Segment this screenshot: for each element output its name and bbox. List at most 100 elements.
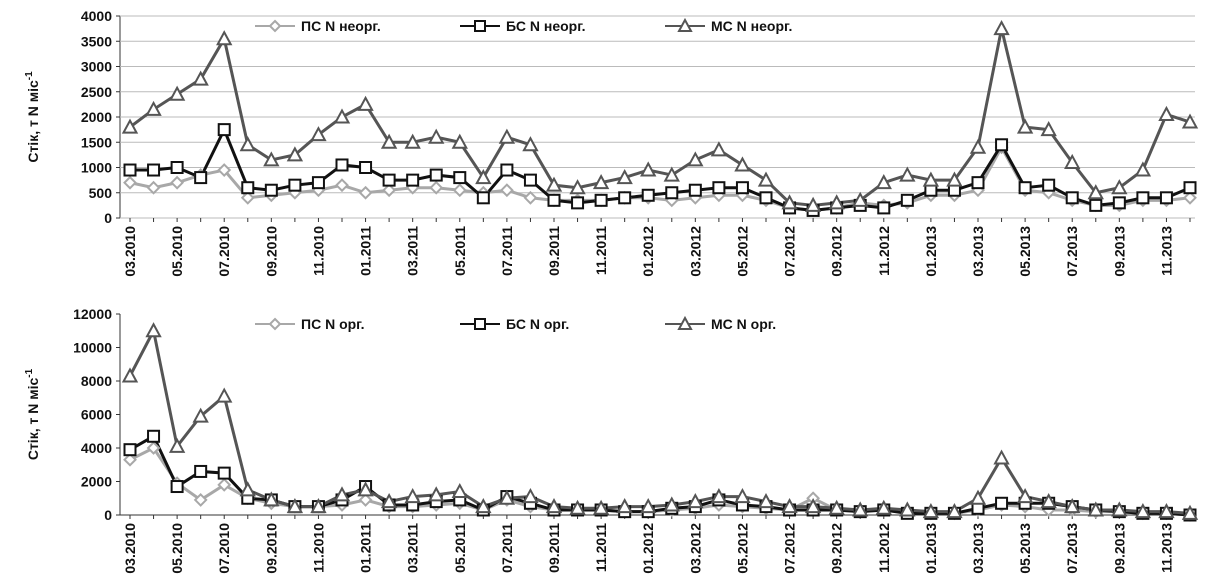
- x-tick-label: 11.2013: [1158, 226, 1174, 276]
- marker-triangle: [993, 449, 1010, 465]
- x-tick-label: 03.2013: [970, 523, 986, 574]
- marker-square: [1136, 191, 1150, 205]
- legend-label: БС N орг.: [506, 316, 569, 332]
- marker-triangle: [310, 126, 327, 142]
- x-tick-label: 05.2010: [169, 226, 185, 277]
- series-line: [128, 326, 1191, 515]
- marker-triangle: [263, 151, 280, 167]
- marker-triangle: [852, 191, 869, 207]
- marker-triangle: [286, 498, 304, 514]
- marker-diamond: [429, 180, 444, 195]
- marker-triangle: [640, 498, 657, 514]
- marker-triangle: [286, 146, 304, 162]
- marker-triangle: [357, 95, 374, 111]
- marker-triangle: [616, 169, 633, 185]
- marker-triangle: [804, 498, 822, 514]
- marker-triangle: [121, 118, 139, 134]
- x-tick-label: 05.2013: [1017, 523, 1033, 574]
- marker-triangle: [192, 407, 209, 423]
- x-tick-label: 07.2013: [1064, 226, 1080, 277]
- marker-diamond: [146, 441, 161, 455]
- marker-triangle: [145, 100, 162, 116]
- marker-triangle: [428, 128, 445, 144]
- x-tick-label: 03.2012: [687, 523, 703, 574]
- legend-label: ПС N неорг.: [301, 18, 381, 34]
- marker-triangle: [145, 322, 162, 338]
- marker-triangle: [1181, 113, 1199, 129]
- y-tick-label: 3000: [81, 59, 112, 75]
- marker-square: [735, 181, 749, 195]
- marker-square: [453, 171, 467, 185]
- marker-triangle: [121, 367, 139, 383]
- marker-diamond: [1183, 190, 1197, 205]
- marker-triangle: [1158, 105, 1175, 121]
- x-tick-label: 05.2011: [452, 523, 468, 573]
- legend-label: ПС N орг.: [301, 316, 365, 332]
- x-tick-label: 05.2011: [452, 226, 468, 276]
- x-tick-label: 03.2011: [405, 523, 421, 573]
- legend-marker: [677, 17, 693, 32]
- marker-triangle: [404, 487, 421, 504]
- marker-triangle: [1111, 501, 1128, 517]
- legend-marker: [268, 317, 282, 331]
- marker-square: [1065, 191, 1079, 205]
- legend-marker: [268, 19, 282, 33]
- marker-triangle: [828, 194, 845, 210]
- marker-square: [641, 188, 655, 202]
- x-tick-label: 01.2012: [640, 226, 656, 277]
- marker-triangle: [969, 489, 987, 505]
- y-axis-label: Стік, т N міс-1: [24, 368, 41, 460]
- marker-triangle: [333, 486, 351, 502]
- y-tick-label: 4000: [81, 440, 112, 456]
- x-tick-label: 05.2012: [734, 226, 750, 277]
- marker-triangle: [475, 498, 492, 514]
- marker-triangle: [687, 151, 704, 167]
- y-axis-label-sup: -1: [24, 71, 35, 80]
- y-tick-label: 2000: [81, 109, 112, 125]
- marker-square: [194, 464, 208, 478]
- marker-square: [877, 201, 891, 215]
- marker-square: [571, 196, 585, 210]
- marker-triangle: [263, 491, 280, 507]
- marker-triangle: [781, 194, 798, 210]
- marker-square: [594, 193, 608, 207]
- marker-triangle: [757, 493, 775, 509]
- marker-triangle: [875, 174, 892, 190]
- marker-triangle: [1087, 184, 1104, 200]
- x-tick-label: 07.2013: [1064, 523, 1080, 574]
- marker-square: [1183, 181, 1197, 195]
- marker-square: [170, 480, 184, 494]
- marker-triangle: [239, 136, 256, 152]
- x-tick-label: 03.2012: [687, 226, 703, 277]
- x-tick-label: 05.2012: [734, 523, 750, 574]
- marker-triangle: [640, 161, 657, 177]
- marker-square: [123, 163, 137, 177]
- marker-triangle: [475, 169, 492, 185]
- x-tick-label: 01.2011: [358, 523, 374, 573]
- y-tick-label: 1500: [81, 134, 112, 150]
- x-tick-label: 03.2010: [122, 523, 138, 574]
- x-tick-label: 07.2012: [782, 226, 798, 277]
- marker-diamond: [146, 180, 161, 195]
- x-tick-label: 11.2011: [593, 226, 609, 275]
- y-tick-label: 1000: [81, 160, 112, 176]
- marker-triangle: [969, 138, 987, 154]
- marker-triangle: [946, 503, 963, 519]
- marker-triangle: [616, 498, 633, 514]
- marker-square: [476, 191, 490, 205]
- marker-triangle: [1181, 504, 1199, 520]
- marker-triangle: [498, 489, 516, 505]
- marker-square: [288, 178, 302, 192]
- marker-diamond: [217, 163, 232, 177]
- marker-triangle: [239, 481, 256, 497]
- marker-triangle: [1064, 498, 1081, 514]
- marker-triangle: [663, 166, 680, 182]
- x-tick-label: 01.2013: [923, 226, 939, 277]
- marker-square: [688, 183, 702, 197]
- marker-square: [217, 123, 231, 137]
- x-tick-label: 03.2010: [122, 226, 138, 277]
- marker-triangle: [1134, 503, 1152, 519]
- marker-triangle: [1111, 179, 1128, 195]
- marker-triangle: [875, 499, 892, 515]
- y-tick-label: 4000: [81, 8, 112, 24]
